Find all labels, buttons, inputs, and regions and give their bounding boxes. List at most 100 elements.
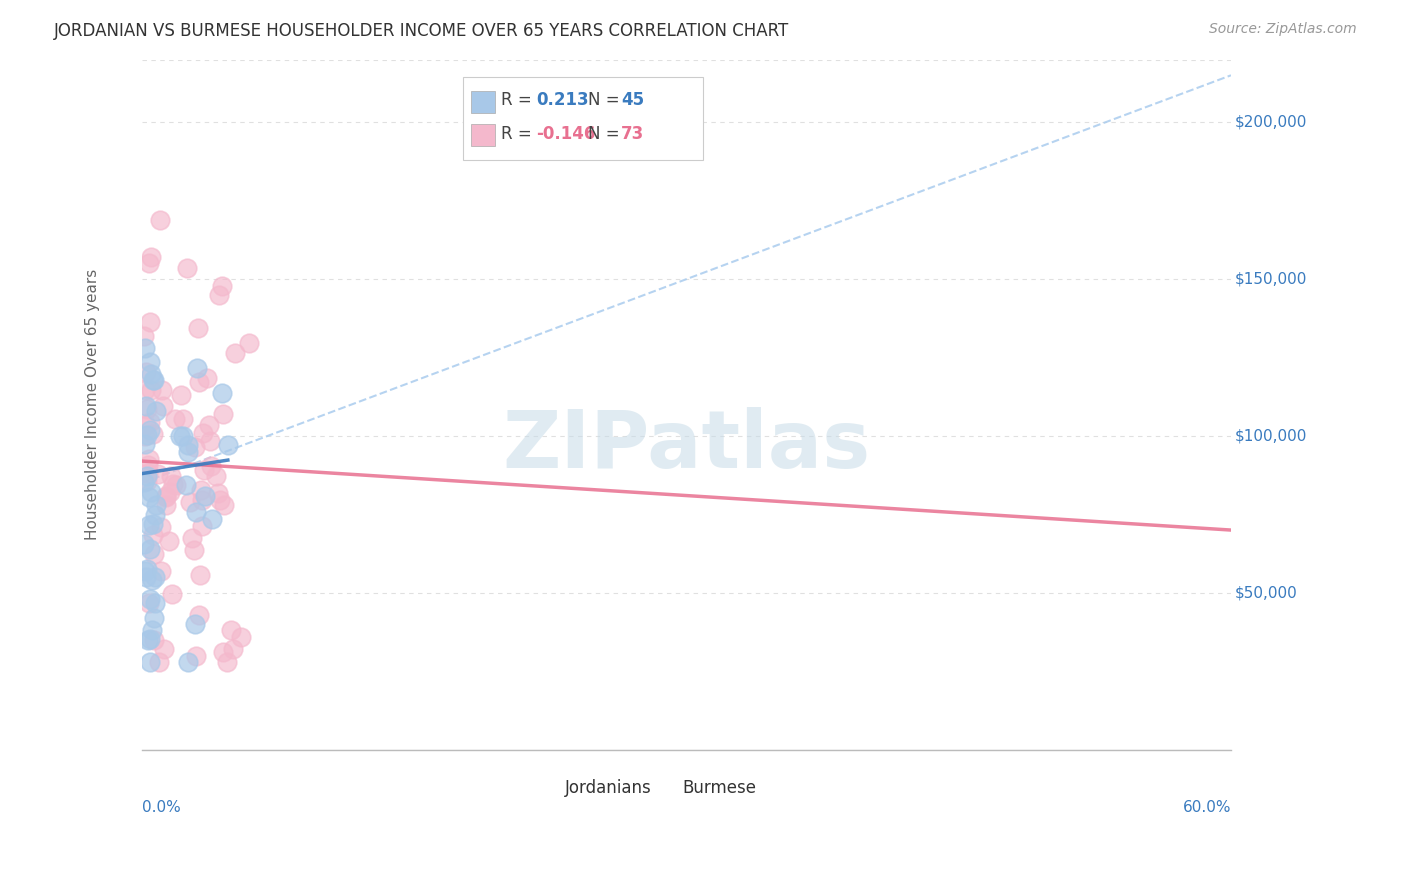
Point [134, 328, 156, 343]
Point [211, 385, 233, 400]
Point [139, 592, 162, 607]
Point [181, 531, 204, 545]
Text: N =: N = [588, 91, 626, 109]
Point [198, 418, 221, 433]
Text: 73: 73 [621, 125, 644, 143]
Text: 0.213: 0.213 [536, 91, 589, 109]
Point [191, 493, 214, 508]
Point [142, 373, 165, 387]
Bar [471, 124, 495, 146]
Point [149, 212, 172, 227]
Point [136, 428, 159, 442]
Point [157, 534, 180, 549]
Point [187, 321, 209, 335]
Text: Householder Income Over 65 years: Householder Income Over 65 years [86, 269, 100, 541]
Point [139, 423, 162, 437]
Point [221, 642, 243, 657]
Point [193, 463, 215, 477]
Point [229, 630, 252, 644]
Point [141, 367, 163, 381]
Point [138, 517, 160, 532]
Point [155, 491, 177, 505]
Point [136, 466, 159, 480]
Point [149, 520, 172, 534]
Point [169, 388, 191, 402]
Text: 0.0%: 0.0% [142, 800, 180, 814]
Point [186, 360, 208, 375]
Point [155, 498, 177, 512]
Point [141, 573, 163, 587]
Point [143, 570, 166, 584]
Point [205, 469, 228, 483]
Point [191, 519, 214, 533]
Point [191, 425, 214, 440]
Point [143, 596, 166, 610]
Point [135, 570, 157, 584]
Point [149, 565, 172, 579]
Point [134, 341, 156, 355]
Point [141, 624, 163, 638]
Point [172, 412, 194, 426]
Point [134, 429, 156, 443]
Point [134, 383, 156, 397]
Point [155, 490, 177, 504]
Point [195, 371, 218, 385]
Point [145, 404, 167, 418]
Point [136, 468, 159, 483]
Point [224, 346, 246, 360]
Point [148, 655, 170, 669]
Point [217, 438, 239, 452]
Point [208, 493, 231, 508]
Point [184, 648, 207, 663]
Bar [471, 91, 495, 113]
Point [176, 478, 198, 492]
Point [152, 399, 174, 413]
Text: Burmese: Burmese [682, 779, 756, 797]
Point [184, 440, 207, 454]
Point [212, 498, 235, 512]
Text: $200,000: $200,000 [1234, 115, 1306, 130]
Text: R =: R = [502, 125, 537, 143]
Text: ZIPatlas: ZIPatlas [502, 407, 870, 485]
Point [179, 495, 201, 509]
Text: Jordanians: Jordanians [564, 779, 651, 797]
Text: 60.0%: 60.0% [1182, 800, 1232, 814]
Point [162, 477, 184, 491]
Point [139, 250, 162, 264]
Text: 45: 45 [621, 91, 644, 109]
Text: $50,000: $50,000 [1234, 585, 1296, 600]
Point [142, 632, 165, 647]
Point [184, 617, 207, 632]
Point [136, 401, 159, 416]
Point [138, 415, 160, 429]
Text: Source: ZipAtlas.com: Source: ZipAtlas.com [1209, 22, 1357, 37]
Point [135, 365, 157, 379]
Point [212, 407, 235, 421]
Point [142, 611, 165, 625]
Point [176, 445, 198, 459]
Point [188, 568, 211, 582]
Point [200, 434, 222, 448]
Text: $100,000: $100,000 [1234, 428, 1306, 443]
Point [194, 489, 217, 503]
Text: N =: N = [588, 125, 626, 143]
Point [135, 418, 157, 433]
Point [142, 528, 165, 542]
Point [139, 541, 162, 556]
Point [177, 438, 200, 452]
Point [165, 478, 187, 492]
Point [142, 516, 165, 531]
Point [142, 426, 165, 441]
Point [169, 429, 191, 443]
Point [212, 645, 235, 659]
Point [138, 256, 160, 270]
Point [190, 483, 212, 498]
Point [134, 564, 156, 578]
Point [207, 485, 229, 500]
Point [177, 655, 200, 669]
Point [143, 547, 166, 561]
Point [208, 287, 231, 301]
Text: R =: R = [502, 91, 537, 109]
Point [135, 399, 157, 413]
Point [139, 655, 162, 669]
